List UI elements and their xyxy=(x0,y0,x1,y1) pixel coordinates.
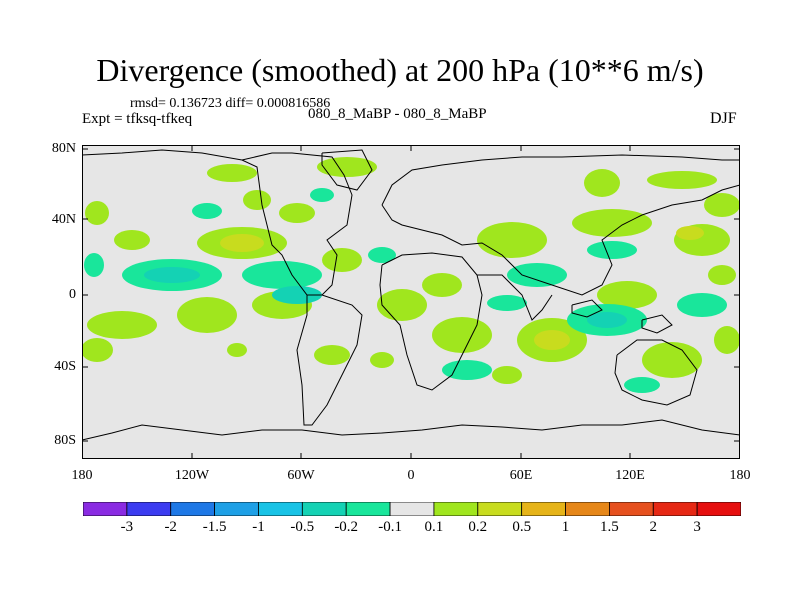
lat-label-80n: 80N xyxy=(51,141,76,156)
colorbar-label: 1 xyxy=(561,519,570,535)
colorbar-swatch xyxy=(258,502,303,516)
div-blob xyxy=(492,366,522,384)
div-blob xyxy=(377,289,427,321)
div-blob xyxy=(487,295,527,311)
div-blob xyxy=(279,203,315,223)
lat-label-40n: 40N xyxy=(51,212,76,227)
div-blob xyxy=(310,188,334,202)
colorbar-swatch xyxy=(433,502,479,516)
div-blob xyxy=(477,222,547,258)
div-blob xyxy=(317,157,377,177)
div-blob xyxy=(507,263,567,287)
colorbar-label: -2 xyxy=(164,519,177,535)
colorbar-swatch xyxy=(696,502,741,516)
lon-label-60w: 60W xyxy=(287,468,315,483)
lon-label-120e: 120E xyxy=(615,468,645,483)
season-label: DJF xyxy=(710,110,737,127)
div-blob xyxy=(227,343,247,357)
colorbar-swatch xyxy=(609,502,654,516)
lat-label-0: 0 xyxy=(69,287,76,302)
div-blob xyxy=(642,342,702,378)
colorbar-label: 0.1 xyxy=(424,519,444,535)
div-blob xyxy=(432,317,492,353)
colorbar-swatch xyxy=(652,502,698,516)
div-blob xyxy=(647,171,717,189)
colorbar-swatch xyxy=(301,502,347,516)
experiment-label: Expt = tfksq-tfkeq xyxy=(82,111,193,127)
colorbar-swatch xyxy=(345,502,391,516)
colorbar-label: -3 xyxy=(120,519,134,535)
div-blob xyxy=(572,209,652,237)
div-blob xyxy=(624,377,660,393)
div-blob xyxy=(242,261,322,289)
colorbar-label: 1.5 xyxy=(600,519,619,535)
div-blob xyxy=(676,226,704,240)
colorbar-swatch xyxy=(477,502,523,516)
div-blob xyxy=(322,248,362,272)
div-blob xyxy=(587,312,627,328)
div-blob xyxy=(272,286,322,304)
div-blob xyxy=(442,360,492,380)
colorbar-swatch xyxy=(521,502,566,516)
lat-tick-marks xyxy=(82,148,740,442)
plot-title: Divergence (smoothed) at 200 hPa (10**6 … xyxy=(96,52,704,88)
colorbar-swatch xyxy=(389,502,435,516)
div-blob xyxy=(714,326,740,354)
colorbar-swatch xyxy=(126,502,172,516)
colorbar-label: -1.5 xyxy=(202,519,227,535)
div-blob xyxy=(177,297,237,333)
lon-label-120w: 120W xyxy=(174,468,210,483)
divergence-map xyxy=(82,145,740,459)
colorbar-label: -0.5 xyxy=(290,519,315,535)
div-blob xyxy=(84,253,104,277)
div-blob xyxy=(144,267,200,283)
colorbar-swatch xyxy=(83,502,128,516)
lon-tick-marks xyxy=(191,145,631,459)
div-blob xyxy=(587,241,637,259)
div-blob xyxy=(192,203,222,219)
colorbar-label: 0.5 xyxy=(512,519,532,535)
div-blob xyxy=(704,193,740,217)
lon-label-60e: 60E xyxy=(509,468,533,483)
colorbar-swatch xyxy=(565,502,610,516)
colorbar-label: 3 xyxy=(693,519,701,535)
colorbar-swatch xyxy=(170,502,216,516)
run-comparison-label: 080_8_MaBP - 080_8_MaBP xyxy=(308,106,487,122)
div-blob xyxy=(87,311,157,339)
div-blob xyxy=(584,169,620,197)
div-blob xyxy=(422,273,462,297)
div-blob xyxy=(314,345,350,365)
lon-label-180e: 180 xyxy=(729,468,751,483)
lon-label-180w: 180 xyxy=(71,468,93,483)
div-blob xyxy=(243,190,271,210)
div-blob xyxy=(708,265,736,285)
lat-label-40s: 40S xyxy=(54,359,76,374)
div-blob xyxy=(220,234,264,252)
div-blob xyxy=(677,293,727,317)
lat-label-80s: 80S xyxy=(54,433,76,448)
colorbar-label: -0.2 xyxy=(334,519,359,535)
div-blob xyxy=(534,330,570,350)
div-blob xyxy=(370,352,394,368)
div-blob xyxy=(597,281,657,309)
div-blob xyxy=(368,247,396,263)
coastlines xyxy=(82,149,740,441)
div-blob xyxy=(85,201,109,225)
colorbar xyxy=(83,502,741,516)
colorbar-label: 0.2 xyxy=(468,519,488,535)
rmsd-diff-stats: rmsd= 0.136723 diff= 0.000816586 xyxy=(130,96,331,111)
div-blob xyxy=(82,338,113,362)
colorbar-label: -0.1 xyxy=(378,519,402,535)
colorbar-swatch xyxy=(214,502,259,516)
divergence-contours xyxy=(82,157,740,393)
colorbar-label: 2 xyxy=(649,519,658,535)
colorbar-label: -1 xyxy=(252,519,265,535)
div-blob xyxy=(207,164,257,182)
div-blob xyxy=(114,230,150,250)
lon-label-0: 0 xyxy=(407,468,415,483)
